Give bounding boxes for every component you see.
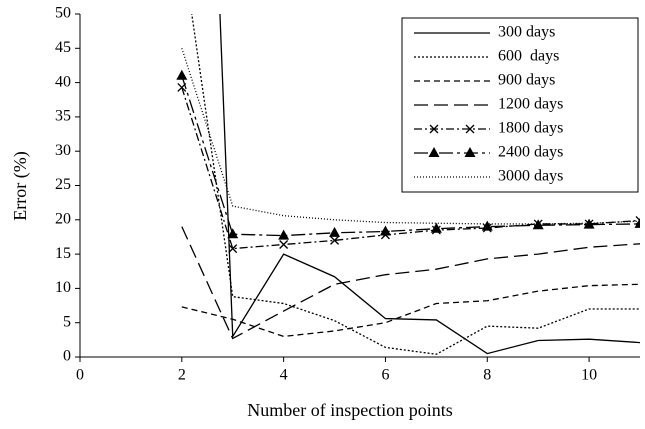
y-tick-label: 10 [55, 279, 71, 296]
legend-label: 3000 days [498, 168, 563, 185]
legend-label: 300 days [498, 24, 555, 41]
marker [228, 244, 238, 254]
series-line [181, 75, 640, 237]
series-line [219, 14, 640, 355]
marker [278, 229, 290, 240]
y-tick-label: 0 [63, 348, 71, 365]
y-tick-label: 45 [55, 39, 71, 56]
series-line [181, 283, 640, 338]
x-tick-label: 8 [483, 367, 491, 384]
marker [279, 240, 289, 249]
y-axis-label: Error (%) [10, 151, 31, 220]
marker [430, 222, 442, 233]
legend-marker [465, 124, 475, 134]
legend-label: 1800 days [498, 120, 563, 137]
y-tick-label: 40 [55, 73, 71, 90]
series-line [181, 87, 640, 250]
x-tick-label: 10 [581, 367, 597, 384]
marker [634, 217, 640, 228]
y-tick-label: 30 [55, 142, 71, 159]
legend-marker [428, 147, 440, 157]
marker [329, 226, 341, 237]
marker [330, 235, 340, 245]
plot-area [176, 14, 640, 355]
series-line [181, 226, 640, 340]
legend-marker [464, 147, 476, 157]
y-tick-label: 25 [55, 176, 71, 193]
legend-marker-group [429, 124, 475, 134]
marker [481, 220, 493, 231]
series-line [181, 48, 640, 225]
legend-marker-group [428, 147, 476, 157]
legend-label: 900 days [498, 72, 555, 89]
marker [583, 218, 595, 229]
y-tick-label: 20 [55, 210, 71, 227]
y-tick-label: 5 [63, 313, 71, 330]
x-tick-label: 2 [178, 367, 186, 384]
x-tick-label: 0 [76, 367, 84, 384]
x-tick-label: 4 [280, 367, 288, 384]
y-tick-label: 50 [55, 5, 71, 22]
marker [379, 225, 391, 236]
x-tick-label: 6 [381, 367, 389, 384]
legend-label: 600 days [498, 48, 559, 65]
marker [227, 228, 239, 239]
marker [176, 69, 188, 80]
y-tick-label: 15 [55, 245, 71, 262]
series-line [191, 14, 640, 355]
legend-label: 2400 days [498, 144, 563, 161]
x-axis-label: Number of inspection points [247, 400, 452, 420]
legend-marker [429, 124, 439, 134]
legend-label: 1200 days [498, 96, 563, 113]
y-tick-label: 35 [55, 108, 71, 125]
marker [532, 219, 544, 230]
